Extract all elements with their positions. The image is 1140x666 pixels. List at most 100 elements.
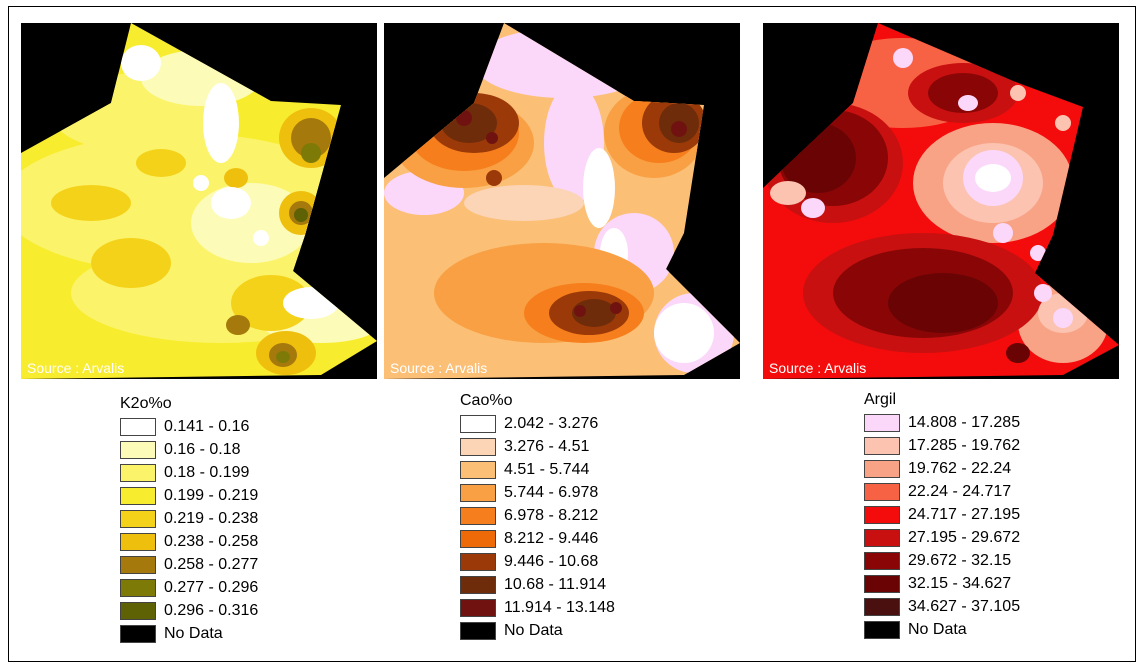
legend-class-item: 19.762 - 22.24 — [864, 457, 1020, 480]
legend-class-item: 6.978 - 8.212 — [460, 504, 615, 527]
legend-nodata-item: No Data — [864, 618, 1020, 641]
legend-swatch — [120, 532, 156, 551]
legend-class-item: 5.744 - 6.978 — [460, 481, 615, 504]
map-k2o: Source : Arvalis — [21, 23, 377, 379]
legend-label: 8.212 - 9.446 — [504, 529, 599, 547]
legend-class-item: 8.212 - 9.446 — [460, 527, 615, 550]
legend-swatch — [120, 578, 156, 597]
legend-label: 32.15 - 34.627 — [908, 574, 1012, 592]
legend-label: 0.296 - 0.316 — [164, 601, 259, 619]
legend-swatch — [460, 529, 496, 548]
legend-swatch — [460, 506, 496, 525]
legend-label: 19.762 - 22.24 — [908, 459, 1012, 477]
legend-swatch — [864, 436, 900, 455]
legend-label: 5.744 - 6.978 — [504, 483, 599, 501]
map-source-label: Source : Arvalis — [390, 360, 488, 376]
legend-swatch — [864, 551, 900, 570]
legend-class-item: 4.51 - 5.744 — [460, 458, 615, 481]
legend-class-item: 0.16 - 0.18 — [120, 438, 258, 461]
legend-swatch — [460, 483, 496, 502]
legend-class-item: 2.042 - 3.276 — [460, 412, 615, 435]
figure-frame — [8, 6, 1136, 662]
legend-label: 11.914 - 13.148 — [504, 598, 615, 616]
legend-k2o: K2o%o 0.141 - 0.16 0.16 - 0.18 0.18 - 0.19… — [120, 393, 258, 645]
legend-nodata-item: No Data — [120, 622, 258, 645]
map-argil-raster — [763, 23, 1119, 379]
legend-class-item: 0.258 - 0.277 — [120, 553, 258, 576]
legend-class-item: 0.199 - 0.219 — [120, 484, 258, 507]
legend-label: 9.446 - 10.68 — [504, 552, 599, 570]
legend-swatch — [120, 486, 156, 505]
legend-class-item: 0.296 - 0.316 — [120, 599, 258, 622]
legend-class-item: 10.68 - 11.914 — [460, 573, 615, 596]
legend-class-item: 27.195 - 29.672 — [864, 526, 1020, 549]
legend-swatch — [460, 575, 496, 594]
legend-swatch — [460, 621, 496, 640]
legend-class-item: 0.18 - 0.199 — [120, 461, 258, 484]
legend-swatch — [460, 437, 496, 456]
legend-class-item: 0.219 - 0.238 — [120, 507, 258, 530]
legend-label: 0.219 - 0.238 — [164, 509, 259, 527]
legend-label: 24.717 - 27.195 — [908, 505, 1021, 523]
legend-swatch — [120, 440, 156, 459]
legend-label: 17.285 - 19.762 — [908, 436, 1021, 454]
legend-label: 10.68 - 11.914 — [504, 575, 607, 593]
legend-title: Cao%o — [460, 392, 513, 409]
legend-class-item: 11.914 - 13.148 — [460, 596, 615, 619]
legend-label: 0.141 - 0.16 — [164, 417, 250, 435]
legend-cao: Cao%o 2.042 - 3.276 3.276 - 4.51 4.51 - 5.… — [460, 390, 615, 642]
legend-argil: Argil 14.808 - 17.285 17.285 - 19.762 19.7… — [864, 389, 1020, 641]
legend-label: 2.042 - 3.276 — [504, 414, 599, 432]
legend-swatch — [864, 597, 900, 616]
legend-label: 27.195 - 29.672 — [908, 528, 1021, 546]
legend-swatch — [864, 505, 900, 524]
legend-class-item: 0.238 - 0.258 — [120, 530, 258, 553]
legend-class-item: 32.15 - 34.627 — [864, 572, 1020, 595]
legend-rows: 14.808 - 17.285 17.285 - 19.762 19.762 - 2… — [864, 411, 1020, 641]
legend-swatch — [460, 598, 496, 617]
legend-swatch — [864, 413, 900, 432]
map-source-label: Source : Arvalis — [27, 360, 125, 376]
legend-label: 6.978 - 8.212 — [504, 506, 599, 524]
legend-swatch — [120, 509, 156, 528]
legend-class-item: 17.285 - 19.762 — [864, 434, 1020, 457]
legend-label: 34.627 - 37.105 — [908, 597, 1021, 615]
legend-class-item: 29.672 - 32.15 — [864, 549, 1020, 572]
legend-swatch — [120, 463, 156, 482]
legend-swatch — [864, 459, 900, 478]
legend-class-item: 3.276 - 4.51 — [460, 435, 615, 458]
legend-swatch — [120, 555, 156, 574]
legend-class-item: 9.446 - 10.68 — [460, 550, 615, 573]
legend-label: 0.258 - 0.277 — [164, 555, 259, 573]
legend-nodata-item: No Data — [460, 619, 615, 642]
legend-label: 0.277 - 0.296 — [164, 578, 259, 596]
legend-label: 29.672 - 32.15 — [908, 551, 1012, 569]
legend-class-item: 14.808 - 17.285 — [864, 411, 1020, 434]
legend-title: Argil — [864, 391, 897, 408]
map-k2o-raster — [21, 23, 377, 379]
legend-swatch — [864, 482, 900, 501]
legend-rows: 2.042 - 3.276 3.276 - 4.51 4.51 - 5.744 5.7… — [460, 412, 615, 642]
legend-label: 22.24 - 24.717 — [908, 482, 1012, 500]
legend-swatch — [864, 620, 900, 639]
legend-class-item: 0.277 - 0.296 — [120, 576, 258, 599]
legend-rows: 0.141 - 0.16 0.16 - 0.18 0.18 - 0.199 0.199… — [120, 415, 258, 645]
legend-swatch — [864, 574, 900, 593]
legend-swatch — [120, 417, 156, 436]
map-cao-raster — [384, 23, 740, 379]
legend-swatch — [460, 460, 496, 479]
legend-swatch — [120, 601, 156, 620]
legend-label: 4.51 - 5.744 — [504, 460, 590, 478]
legend-label: 14.808 - 17.285 — [908, 413, 1021, 431]
legend-label: 0.238 - 0.258 — [164, 532, 259, 550]
legend-swatch — [460, 414, 496, 433]
legend-class-item: 0.141 - 0.16 — [120, 415, 258, 438]
legend-class-item: 24.717 - 27.195 — [864, 503, 1020, 526]
legend-swatch — [864, 528, 900, 547]
legend-label: 0.18 - 0.199 — [164, 463, 250, 481]
legend-swatch — [460, 552, 496, 571]
map-source-label: Source : Arvalis — [769, 360, 867, 376]
legend-label: 3.276 - 4.51 — [504, 437, 590, 455]
map-cao: Source : Arvalis — [384, 23, 740, 379]
legend-label: 0.199 - 0.219 — [164, 486, 259, 504]
